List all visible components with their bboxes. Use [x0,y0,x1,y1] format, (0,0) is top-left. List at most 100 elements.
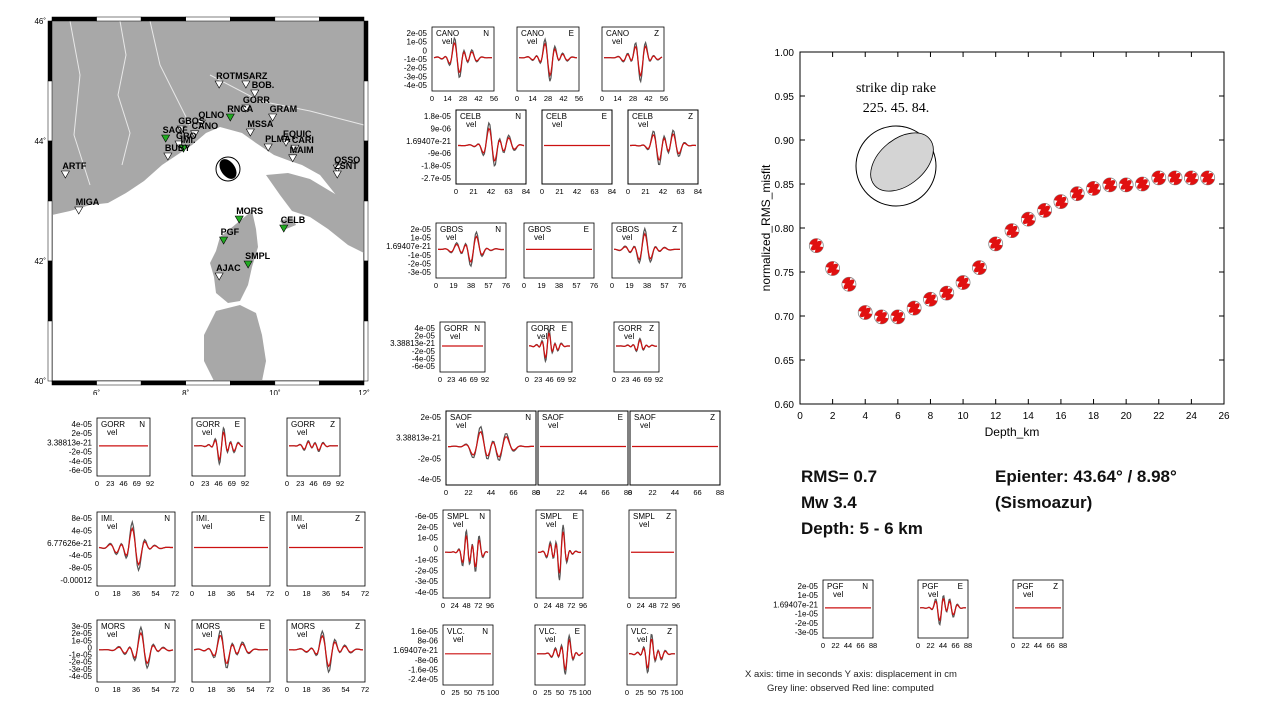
y-tick-label: 2e-05 [798,582,819,591]
station-label: RNCA [227,104,253,114]
inset-values: 225. 45. 84. [863,101,930,116]
y-tick-label: -3e-05 [408,268,432,277]
x-tick-label: 54 [151,685,159,694]
beachball-fill [1039,205,1050,216]
station-marker: SARZ [241,71,268,89]
station-marker: CARI [290,135,314,153]
panel-station-label: CANO [436,29,459,38]
x-tick-label: 14 [443,94,451,103]
station-label: EQUIC [283,129,312,139]
data-point [971,260,987,276]
x-tick-label: 0 [1011,641,1015,650]
x-tick-label: 0 [540,187,544,196]
x-tick-label: 44 [487,488,495,497]
y-tick-label: 3.38813e-21 [396,434,441,443]
y-tick-label: -2e-05 [69,658,93,667]
beachball-fill [810,240,822,251]
x-tick-label: 0 [916,641,920,650]
x-tick-label: 88 [1059,641,1067,650]
x-tick-label: 92 [568,375,576,384]
y-tick-label: 2e-05 [415,332,436,341]
station-marker: RNCA [225,104,254,122]
y-tick-label: 0.80 [775,224,795,235]
map-lon-label: 6˚ [93,389,100,395]
x-tick-label: 0 [625,688,629,697]
inset-mechanism: strike dip rake 225. 45. 84. [855,81,937,207]
y-tick-label: 4e-05 [415,324,436,333]
x-tick-label: 0 [190,685,194,694]
panel-vel-label: vel [107,630,117,639]
y-tick-label: -1e-05 [404,55,428,64]
waveform-group-PGF: 2e-051e-051.69407e-21-1e-05-2e-05-3e-05P… [773,579,1067,650]
map-lon-labels: 6˚ 8˚ 10˚ 12˚ [93,389,370,395]
y-tick-label: -2.4e-05 [408,675,438,684]
data-point [1020,211,1036,227]
y-tick-label: 4e-05 [72,420,93,429]
beachball-fill [1120,180,1132,190]
x-tick-label: 100 [671,688,684,697]
panel-component-label: E [569,29,574,38]
y-tick-label: 9e-06 [431,124,452,133]
x-tick-label: 26 [1218,411,1230,422]
panel-vel-label: vel [202,522,212,531]
epicenter-beachball-icon [215,156,241,182]
y-axis-label: normalized_RMS_misfit [759,164,773,291]
x-tick-label: 0 [626,187,630,196]
panel-station-label: MORS [101,622,125,631]
panel-component-label: Z [688,112,693,121]
x-tick-label: 24 [544,601,552,610]
panel-vel-label: vel [637,635,647,644]
y-tick-label: 1.69407e-21 [393,646,438,655]
panel-station-label: PGF [1017,582,1034,591]
station-marker: CELB [279,215,306,233]
waveform-group-GORR: 4e-052e-053.38813e-21-2e-05-4e-05-6e-05G… [47,417,344,488]
x-tick-label: 28 [459,94,467,103]
panel-frame [523,222,595,279]
land-mainland [52,21,364,235]
x-tick-label: 36 [322,589,330,598]
y-tick-label: -2e-05 [415,566,439,575]
panel-vel-label: vel [450,332,460,341]
panel-frame [455,109,527,185]
panel-frame [541,109,613,185]
x-tick-label: 54 [246,685,254,694]
x-tick-label: 18 [112,589,120,598]
x-tick-label: 46 [119,479,127,488]
station-label: ZSNT [334,161,358,171]
x-tick-label: 42 [573,187,581,196]
computed-trace [920,597,967,622]
x-tick-label: 22 [648,488,656,497]
x-tick-label: 24 [637,601,645,610]
x-tick-label: 22 [831,641,839,650]
x-tick-label: 44 [1034,641,1042,650]
data-point [1151,170,1167,186]
x-tick-label: 19 [537,281,545,290]
panel-vel-label: vel [534,233,544,242]
inset-beachball-icon [855,125,937,207]
panel-component-label: N [862,582,868,591]
data-point [808,238,824,254]
station-label: MORS [236,206,263,216]
y-tick-label: -2e-05 [404,64,428,73]
rms-value: RMS= 0.7 [801,467,878,486]
y-tick-label: -1.6e-05 [408,665,438,674]
x-tick-label: 22 [1021,641,1029,650]
y-tick-label: 1e-05 [798,591,819,600]
beachball-fill [990,239,1002,249]
beachball-fill [843,279,855,290]
x-axis-label: Depth_km [985,425,1040,439]
station-marker: OSSO [332,155,360,173]
x-tick-label: 24 [451,601,459,610]
x-tick-label: 0 [441,601,445,610]
station-triangle-icon [178,144,189,153]
